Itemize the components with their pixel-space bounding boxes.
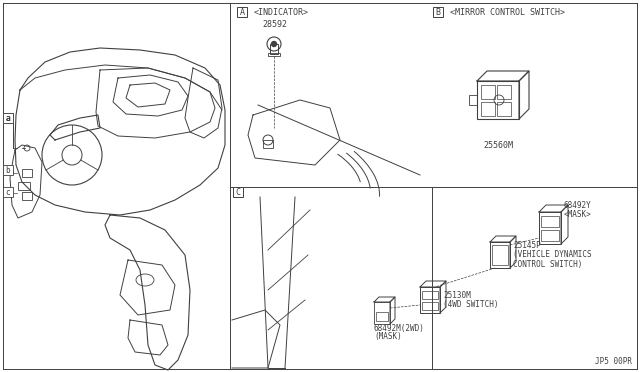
Text: C: C <box>236 187 241 196</box>
Text: (MASK): (MASK) <box>374 333 402 341</box>
Text: <MASK>: <MASK> <box>564 210 592 219</box>
Bar <box>481 85 495 99</box>
Bar <box>539 212 561 244</box>
Bar <box>270 44 278 54</box>
Text: 25130M: 25130M <box>443 291 471 299</box>
Bar <box>422 291 438 299</box>
Bar <box>492 245 508 265</box>
Bar <box>497 85 511 99</box>
Bar <box>22 169 32 177</box>
Text: <MIRROR CONTROL SWITCH>: <MIRROR CONTROL SWITCH> <box>450 7 565 16</box>
Bar <box>481 102 495 116</box>
Bar <box>497 102 511 116</box>
Bar <box>420 287 440 313</box>
Text: c: c <box>6 187 10 196</box>
Bar <box>3 187 13 197</box>
Bar <box>490 242 510 268</box>
Bar <box>22 192 32 200</box>
Text: CONTROL SWITCH): CONTROL SWITCH) <box>513 260 582 269</box>
Text: a: a <box>6 113 10 122</box>
Bar <box>541 230 559 241</box>
Text: b: b <box>6 166 10 174</box>
Text: 68492M(2WD): 68492M(2WD) <box>374 324 425 333</box>
Bar <box>422 302 438 310</box>
Bar <box>433 7 443 17</box>
Text: 68492Y: 68492Y <box>564 201 592 210</box>
Text: 25560M: 25560M <box>483 141 513 150</box>
Bar <box>3 113 13 123</box>
Text: JP5 00PR: JP5 00PR <box>595 357 632 366</box>
Bar <box>541 216 559 227</box>
Text: 25145P: 25145P <box>513 241 541 250</box>
Text: (4WD SWITCH): (4WD SWITCH) <box>443 301 499 310</box>
Bar <box>376 312 388 321</box>
Bar <box>237 7 247 17</box>
Text: (VEHICLE DYNAMICS: (VEHICLE DYNAMICS <box>513 250 591 260</box>
Circle shape <box>271 42 276 46</box>
Bar <box>477 81 519 119</box>
Text: 28592: 28592 <box>262 19 287 29</box>
Bar <box>469 95 477 105</box>
Bar <box>3 113 13 123</box>
Bar <box>374 302 390 324</box>
Text: a: a <box>6 113 10 122</box>
Text: a: a <box>6 113 10 122</box>
Bar <box>263 140 273 148</box>
Bar <box>18 182 30 190</box>
Text: <INDICATOR>: <INDICATOR> <box>254 7 309 16</box>
Bar <box>3 165 13 175</box>
Bar <box>233 187 243 197</box>
Bar <box>268 53 280 56</box>
Text: B: B <box>435 7 440 16</box>
Text: A: A <box>239 7 244 16</box>
